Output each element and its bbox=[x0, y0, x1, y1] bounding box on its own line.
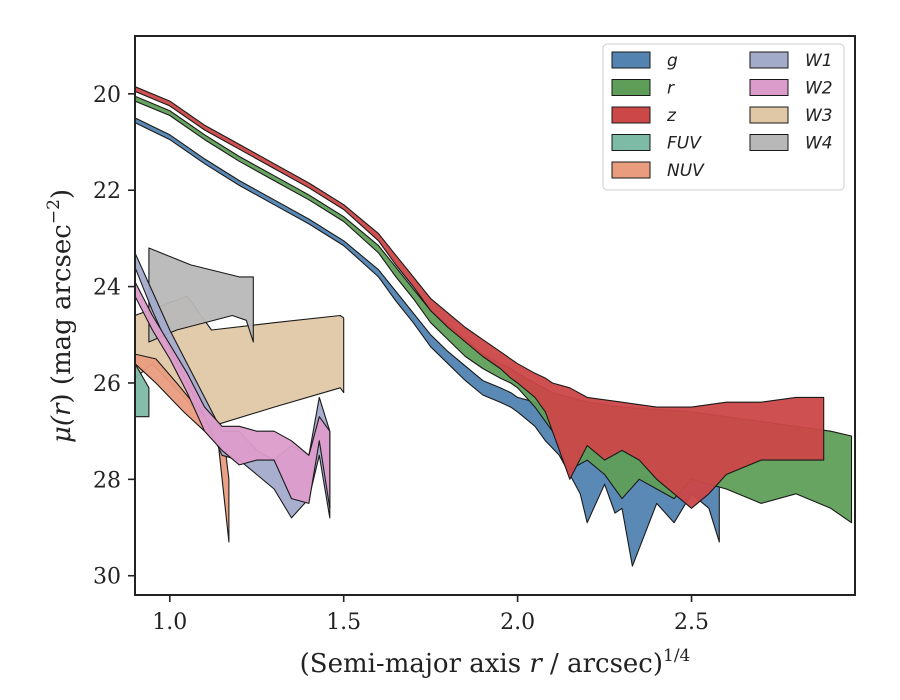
y-axis-label-var: r bbox=[47, 402, 77, 416]
legend-swatch-w4 bbox=[749, 134, 789, 151]
x-axis-label-var: r bbox=[529, 649, 543, 679]
x-tick-label: 1.0 bbox=[152, 610, 187, 635]
legend-label-w2: W2 bbox=[805, 79, 833, 99]
y-tick-label: 22 bbox=[93, 179, 121, 204]
x-axis-label-tail: / arcsec) bbox=[542, 649, 663, 679]
legend: grz FUV NUV W1 W2 W3 W4 bbox=[602, 43, 845, 191]
legend-swatch-nuv bbox=[611, 161, 651, 179]
y-tick-label: 30 bbox=[93, 565, 121, 590]
legend-label-w3: W3 bbox=[805, 106, 833, 126]
series-band-w2 bbox=[135, 281, 331, 509]
legend-label-z: z bbox=[666, 106, 677, 126]
y-axis-label: μ(r) (mag arcsec−2) bbox=[44, 189, 77, 443]
x-tick-label: 2.0 bbox=[500, 610, 535, 635]
legend-label-w4: W4 bbox=[805, 134, 833, 154]
y-tick-label: 20 bbox=[93, 83, 121, 108]
y-axis-label-tail: ) (mag arcsec bbox=[47, 224, 77, 403]
y-axis-label-exp: −2 bbox=[44, 199, 64, 224]
x-axis-label-main: (Semi-major axis bbox=[300, 649, 530, 679]
y-tick-label: 28 bbox=[93, 468, 121, 493]
legend-swatch-fuv bbox=[611, 134, 651, 151]
y-axis-label-close: ) bbox=[47, 189, 77, 199]
legend-swatch-g bbox=[611, 51, 651, 69]
x-axis-ticks: 1.0 1.5 2.0 2.5 bbox=[152, 595, 709, 635]
y-axis-label-main: μ( bbox=[47, 415, 77, 443]
x-tick-label: 1.5 bbox=[326, 610, 361, 635]
legend-label-fuv: FUV bbox=[667, 134, 702, 154]
series-band-nuv bbox=[135, 353, 230, 543]
legend-swatch-w1 bbox=[749, 51, 789, 69]
x-tick-label: 2.5 bbox=[674, 610, 709, 635]
series-band-z bbox=[135, 86, 825, 509]
x-axis-label-exp: 1/4 bbox=[663, 646, 690, 666]
y-tick-label: 26 bbox=[93, 372, 121, 397]
legend-label-w1: W1 bbox=[805, 51, 833, 71]
legend-label-g: g bbox=[667, 51, 678, 71]
y-tick-label: 24 bbox=[93, 276, 121, 301]
y-axis-ticks: 20 22 24 26 28 30 bbox=[93, 83, 135, 590]
legend-swatch-z bbox=[611, 106, 651, 124]
legend-label-r: r bbox=[667, 79, 675, 99]
plot-frame bbox=[134, 35, 856, 596]
legend-swatch-r bbox=[611, 79, 651, 96]
series-band-fuv bbox=[135, 363, 150, 418]
legend-swatch-w3 bbox=[749, 106, 789, 124]
legend-label-nuv: NUV bbox=[667, 161, 705, 181]
legend-swatch-w2 bbox=[749, 79, 789, 96]
profile-bands bbox=[135, 86, 853, 567]
x-axis-label: (Semi-major axis r / arcsec)1/4 bbox=[300, 646, 691, 679]
